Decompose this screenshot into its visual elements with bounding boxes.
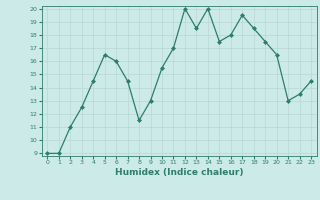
X-axis label: Humidex (Indice chaleur): Humidex (Indice chaleur) — [115, 168, 244, 177]
